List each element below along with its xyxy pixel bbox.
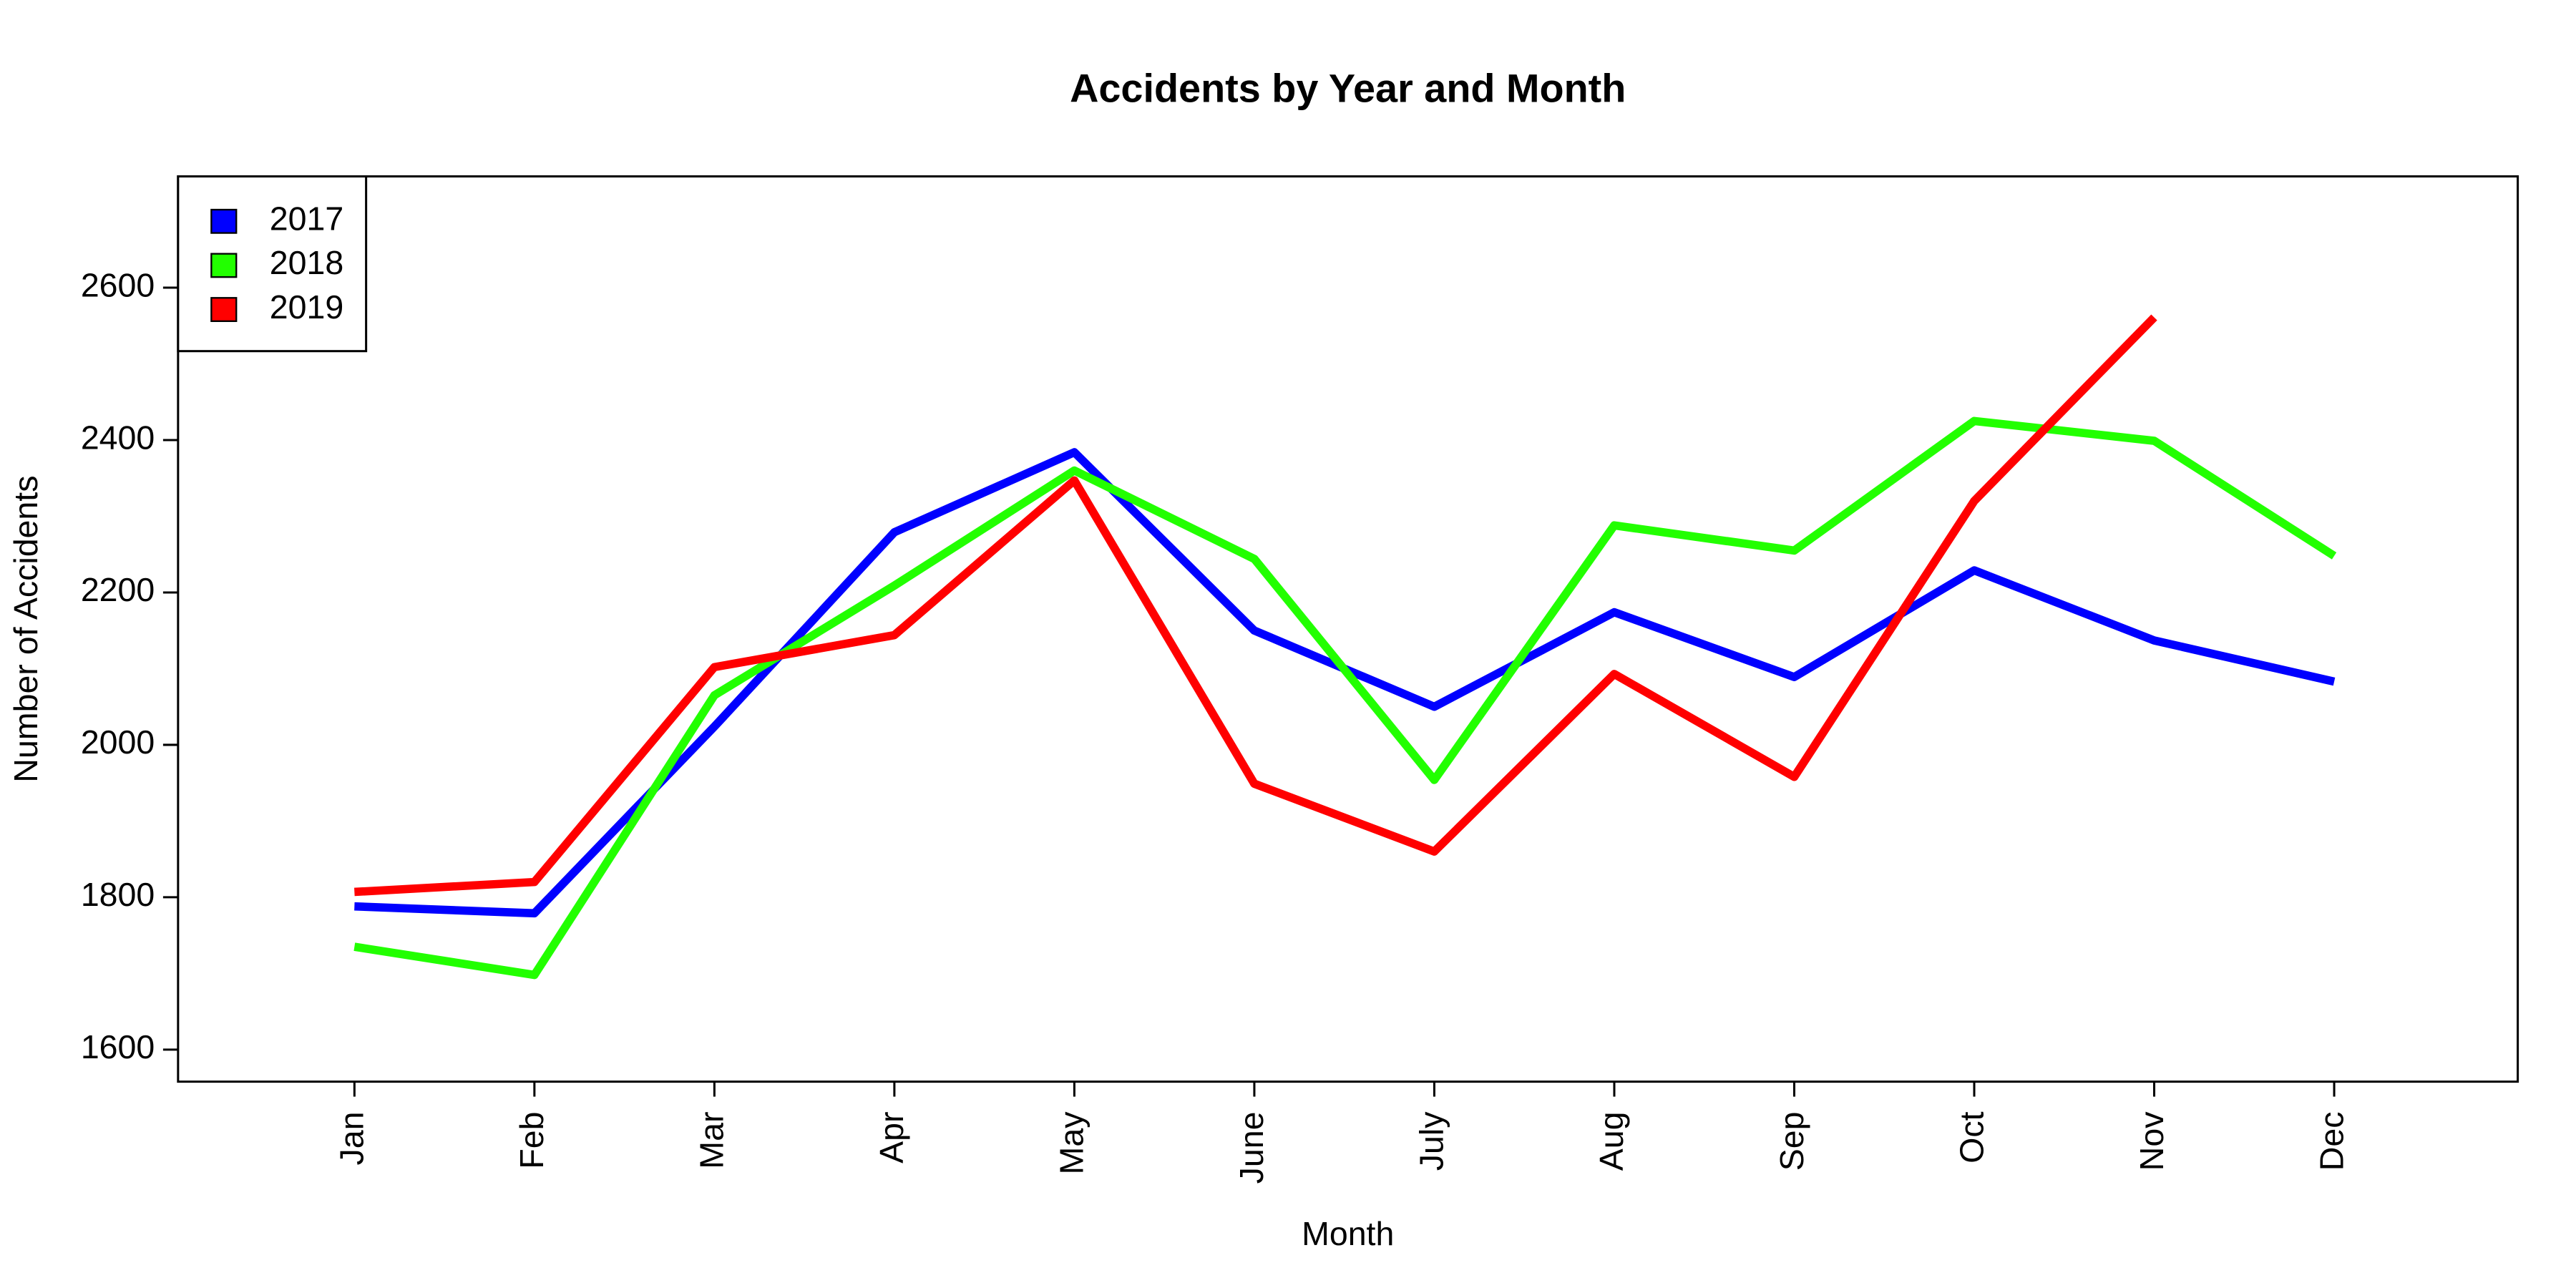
- plot-frame: [177, 175, 2519, 1083]
- x-tick-label: Sep: [1773, 1111, 1810, 1171]
- x-tick-label: Dec: [2313, 1111, 2350, 1171]
- x-tick-label: July: [1413, 1111, 1450, 1171]
- legend-label: 2019: [270, 288, 343, 326]
- legend-swatch: [210, 297, 238, 323]
- legend-swatch: [210, 253, 238, 278]
- x-tick-label: Feb: [513, 1111, 550, 1169]
- x-tick-label: Apr: [873, 1111, 910, 1163]
- y-tick-label: 2200: [81, 571, 155, 608]
- x-tick-label: Aug: [1593, 1111, 1630, 1171]
- legend-box: [177, 175, 368, 353]
- series-line: [354, 314, 2157, 897]
- y-tick-label: 1800: [81, 876, 155, 913]
- series-line: [353, 416, 2337, 980]
- x-tick-label: Mar: [693, 1111, 731, 1169]
- x-axis-label: Month: [1302, 1215, 1394, 1252]
- x-tick-label: Oct: [1953, 1111, 1990, 1163]
- y-axis-label: Number of Accidents: [7, 476, 44, 783]
- x-tick-label: May: [1053, 1111, 1091, 1175]
- x-tick-label: Jan: [333, 1111, 371, 1165]
- x-tick-label: June: [1233, 1111, 1270, 1184]
- y-tick-label: 2400: [81, 419, 155, 456]
- legend-label: 2017: [270, 200, 343, 238]
- chart-title: Accidents by Year and Month: [1070, 66, 1626, 111]
- legend-swatch: [210, 208, 238, 234]
- x-tick-label: Nov: [2133, 1111, 2170, 1171]
- y-tick-label: 1600: [81, 1028, 155, 1065]
- y-tick-label: 2000: [81, 723, 155, 761]
- y-tick-label: 2600: [81, 266, 155, 303]
- legend-label: 2018: [270, 244, 343, 281]
